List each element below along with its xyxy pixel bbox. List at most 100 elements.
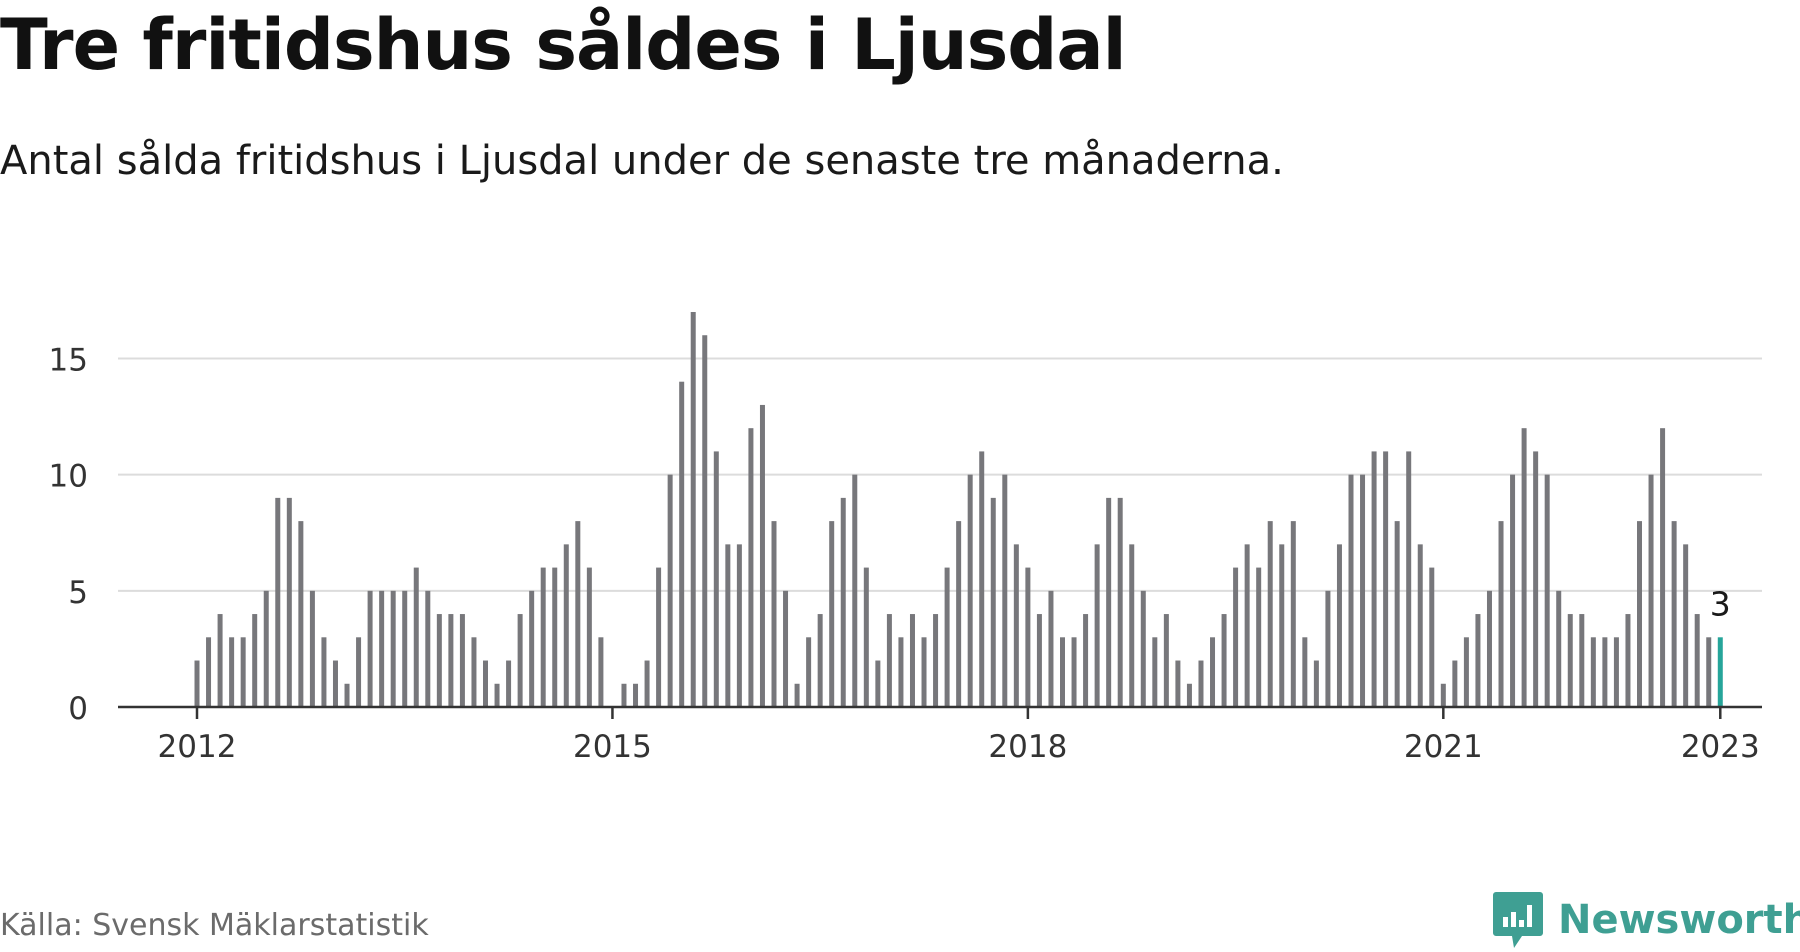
bar bbox=[886, 614, 892, 707]
bar bbox=[448, 614, 454, 707]
bar bbox=[679, 381, 685, 707]
bar bbox=[1637, 521, 1642, 707]
bar bbox=[436, 614, 442, 707]
bar bbox=[1210, 637, 1216, 707]
bar bbox=[1544, 474, 1550, 707]
bar bbox=[229, 637, 235, 707]
bar bbox=[1625, 614, 1631, 707]
bar bbox=[217, 614, 223, 707]
y-tick-label: 15 bbox=[49, 342, 88, 378]
bar bbox=[1279, 544, 1285, 707]
bar bbox=[586, 567, 592, 707]
bar bbox=[713, 451, 719, 707]
bar bbox=[1129, 544, 1135, 707]
bar bbox=[967, 474, 973, 707]
bar bbox=[286, 497, 292, 707]
bar bbox=[1221, 614, 1227, 707]
bar bbox=[1579, 614, 1585, 707]
bar-highlight bbox=[1717, 637, 1723, 707]
bar bbox=[1013, 544, 1019, 707]
annotations: 3 bbox=[1710, 584, 1731, 623]
y-tick-label: 0 bbox=[68, 691, 88, 727]
gridlines bbox=[118, 357, 1762, 592]
bar bbox=[944, 567, 950, 707]
bar bbox=[806, 637, 812, 707]
bar bbox=[402, 590, 408, 707]
bar bbox=[1083, 614, 1089, 707]
chart-title: Tre fritidshus såldes i Ljusdal bbox=[0, 4, 1127, 86]
bar bbox=[1510, 474, 1516, 707]
bar bbox=[933, 614, 939, 707]
bar bbox=[1521, 428, 1527, 707]
bar bbox=[1394, 521, 1400, 707]
bar bbox=[563, 544, 569, 707]
bar bbox=[736, 544, 742, 707]
x-axis-ticks: 2012 2015 2018 2021 2023 bbox=[158, 707, 1760, 765]
bar bbox=[1556, 590, 1562, 707]
bar bbox=[1590, 637, 1596, 707]
bar bbox=[783, 590, 789, 707]
bar bbox=[517, 614, 523, 707]
y-tick-label: 5 bbox=[68, 575, 88, 611]
bar bbox=[1036, 614, 1042, 707]
bar bbox=[1660, 428, 1666, 707]
bar bbox=[1267, 521, 1273, 707]
bar bbox=[852, 474, 858, 707]
bar bbox=[1117, 497, 1123, 707]
bar bbox=[702, 335, 708, 707]
bar bbox=[1060, 637, 1065, 707]
x-tick-label: 2015 bbox=[573, 729, 652, 765]
bar bbox=[1325, 590, 1331, 707]
bar bbox=[206, 637, 212, 707]
bar bbox=[1048, 590, 1054, 707]
bar bbox=[459, 614, 465, 707]
bar bbox=[344, 683, 350, 707]
bar bbox=[990, 497, 996, 707]
bar bbox=[1025, 567, 1031, 707]
x-tick-label: 2012 bbox=[158, 729, 237, 765]
bar bbox=[1163, 614, 1169, 707]
bar bbox=[1106, 497, 1112, 707]
bar bbox=[1602, 637, 1608, 707]
bar bbox=[633, 683, 639, 707]
bar bbox=[1244, 544, 1250, 707]
bar bbox=[1313, 660, 1319, 707]
brand-logo[interactable]: Newsworthy bbox=[1492, 888, 1800, 952]
bar bbox=[471, 637, 477, 707]
bar bbox=[321, 637, 327, 707]
chart-subtitle: Antal sålda fritidshus i Ljusdal under d… bbox=[0, 138, 1284, 184]
bar bbox=[1486, 590, 1492, 707]
bar bbox=[1186, 683, 1192, 707]
bar bbox=[771, 521, 777, 707]
bar bbox=[956, 521, 962, 707]
bar bbox=[1360, 474, 1366, 707]
bar bbox=[656, 567, 662, 707]
bar bbox=[1533, 451, 1539, 707]
bar bbox=[1071, 637, 1077, 707]
bar bbox=[263, 590, 269, 707]
brand-name: Newsworthy bbox=[1558, 897, 1800, 943]
bar bbox=[1002, 474, 1008, 707]
newsworthy-chart-bubble-icon bbox=[1493, 892, 1543, 948]
bar bbox=[817, 614, 823, 707]
bar bbox=[1233, 567, 1239, 707]
bar bbox=[540, 567, 546, 707]
bar bbox=[425, 590, 431, 707]
bar bbox=[506, 660, 512, 707]
bar bbox=[275, 497, 281, 707]
x-tick-label: 2023 bbox=[1681, 729, 1760, 765]
bar bbox=[875, 660, 881, 707]
bar bbox=[1648, 474, 1654, 707]
bar bbox=[909, 614, 915, 707]
bar bbox=[1683, 544, 1689, 707]
data-label: 3 bbox=[1710, 584, 1731, 623]
bar bbox=[194, 660, 200, 707]
bar bbox=[1152, 637, 1158, 707]
bar bbox=[1302, 637, 1308, 707]
x-tick-label: 2018 bbox=[988, 729, 1067, 765]
bar bbox=[1706, 637, 1712, 707]
bar bbox=[1094, 544, 1100, 707]
bar bbox=[979, 451, 985, 707]
bar bbox=[1475, 614, 1481, 707]
bar bbox=[1175, 660, 1181, 707]
